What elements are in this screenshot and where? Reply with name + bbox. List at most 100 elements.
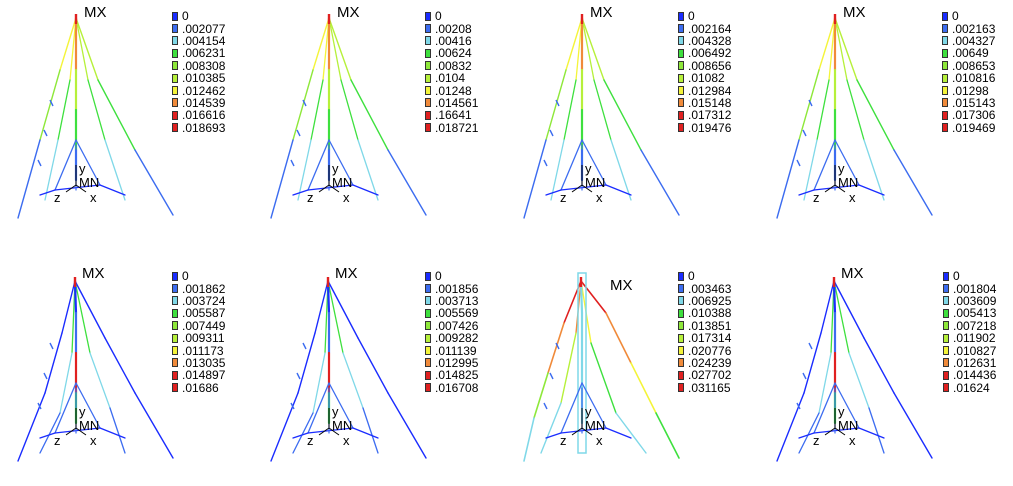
tower-leg bbox=[327, 280, 359, 339]
axis-y-label: y bbox=[79, 404, 86, 419]
legend-swatch bbox=[943, 308, 949, 318]
legend-entry: .005413 bbox=[943, 307, 996, 319]
legend-swatch bbox=[678, 73, 684, 83]
base-brace bbox=[54, 184, 101, 191]
tower-leg bbox=[75, 17, 99, 81]
tower-leg bbox=[550, 139, 565, 201]
tower-leg bbox=[776, 392, 805, 462]
leg-tick bbox=[802, 129, 807, 137]
axis-x-line bbox=[834, 184, 846, 193]
tower-leg bbox=[856, 79, 895, 151]
legend-value: .002077 bbox=[182, 21, 226, 36]
base-brace bbox=[813, 427, 860, 434]
legend-value: .003724 bbox=[182, 293, 226, 308]
legend-entry: .00416 bbox=[425, 35, 478, 47]
tower-leg bbox=[17, 392, 46, 462]
legend-entry: .017312 bbox=[678, 109, 731, 121]
leg-tick bbox=[796, 402, 801, 410]
base-brace bbox=[858, 184, 885, 196]
legend-value: .01082 bbox=[688, 71, 725, 86]
axis-z-label: z bbox=[560, 190, 567, 205]
mode-panel-2: y MN z x MX 0.00208.00416.00624.00832.0104.01… bbox=[253, 0, 506, 243]
legend-swatch bbox=[425, 271, 431, 281]
mode-panel-4: y MN z x MX 0.002163.004327.00649.008653.0108… bbox=[759, 0, 1012, 243]
legend-entry: .013035 bbox=[172, 357, 225, 369]
legend-value: .004154 bbox=[182, 33, 226, 48]
axis-z-label: z bbox=[560, 433, 567, 448]
legend-swatch bbox=[425, 123, 431, 133]
base-brace bbox=[54, 139, 77, 191]
tower-leg bbox=[540, 402, 562, 454]
axis-x-line bbox=[75, 427, 87, 436]
legend-swatch bbox=[172, 98, 178, 108]
legend-entry: .007218 bbox=[943, 320, 996, 332]
legend-value: .007218 bbox=[953, 318, 997, 333]
tower-leg bbox=[848, 352, 870, 409]
legend-entry: .010816 bbox=[942, 72, 995, 84]
legend-value: 0 bbox=[435, 269, 442, 284]
legend-swatch bbox=[172, 123, 178, 133]
leg-tick bbox=[543, 159, 548, 167]
mode-panel-6: y MN z x MX 0.001856.003713.005569.007426.009… bbox=[253, 243, 506, 486]
leg-tick bbox=[43, 129, 48, 137]
legend-swatch bbox=[942, 36, 948, 46]
axis-z-line bbox=[65, 427, 77, 436]
base-brace bbox=[545, 189, 562, 196]
axis-z-line bbox=[571, 184, 583, 193]
tower-plot: yMN z x bbox=[270, 14, 427, 219]
legend-swatch bbox=[425, 11, 431, 21]
legend-entry: .008308 bbox=[172, 60, 225, 72]
tower-leg bbox=[292, 412, 314, 454]
tower-leg bbox=[134, 392, 174, 459]
axis-z-line bbox=[318, 427, 330, 436]
tower-leg bbox=[868, 407, 885, 454]
legend-entry: .01624 bbox=[943, 382, 996, 394]
tower-leg bbox=[603, 79, 642, 151]
base-brace bbox=[307, 184, 354, 191]
legend-swatch bbox=[942, 11, 948, 21]
axis-z-line bbox=[65, 184, 77, 193]
legend-entry: .014539 bbox=[172, 97, 225, 109]
legend-value: 0 bbox=[688, 269, 695, 284]
legend-value: .031165 bbox=[688, 380, 731, 395]
legend-swatch bbox=[172, 61, 178, 71]
legend-swatch bbox=[942, 24, 948, 34]
axis-x-line bbox=[328, 427, 340, 436]
legend-entry: .016708 bbox=[425, 382, 478, 394]
legend-entry: .006925 bbox=[678, 295, 731, 307]
tower-leg bbox=[39, 69, 61, 141]
legend-value: .012462 bbox=[182, 83, 226, 98]
legend-swatch bbox=[172, 308, 178, 318]
legend-swatch bbox=[943, 333, 949, 343]
legend-value: .014825 bbox=[435, 368, 479, 383]
legend-value: .024239 bbox=[688, 355, 732, 370]
tower-leg bbox=[834, 17, 848, 81]
legend-swatch bbox=[678, 284, 684, 294]
legend-entry: 0 bbox=[425, 270, 478, 282]
legend-swatch bbox=[172, 383, 178, 393]
legend-swatch bbox=[678, 370, 684, 380]
tower-leg bbox=[387, 392, 427, 459]
tower-leg bbox=[387, 149, 427, 216]
tower-leg bbox=[104, 139, 126, 201]
base-brace bbox=[75, 139, 101, 186]
base-brace bbox=[99, 184, 126, 196]
legend-swatch bbox=[425, 36, 431, 46]
tower-leg bbox=[328, 17, 342, 81]
legend-swatch bbox=[172, 271, 178, 281]
base-brace bbox=[545, 432, 562, 439]
tower-leg bbox=[134, 149, 174, 216]
legend-swatch bbox=[425, 24, 431, 34]
legend-swatch bbox=[425, 98, 431, 108]
axis-x-line bbox=[581, 427, 593, 436]
legend-swatch bbox=[172, 346, 178, 356]
legend-entry: .014825 bbox=[425, 369, 478, 381]
legend-swatch bbox=[943, 296, 949, 306]
legend-value: .014539 bbox=[182, 95, 226, 110]
mx-label: MX bbox=[590, 4, 613, 21]
legend-value: .006925 bbox=[688, 293, 732, 308]
tower-leg bbox=[104, 337, 136, 394]
legend-swatch bbox=[678, 86, 684, 96]
base-brace bbox=[834, 382, 860, 429]
node-label: MN bbox=[332, 175, 352, 190]
